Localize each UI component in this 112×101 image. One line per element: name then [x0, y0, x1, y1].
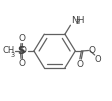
Text: O: O — [95, 55, 101, 64]
Text: 3: 3 — [11, 52, 15, 58]
Text: 2: 2 — [75, 19, 80, 25]
Text: O: O — [20, 46, 27, 55]
Text: O: O — [18, 34, 25, 43]
Text: NH: NH — [71, 16, 84, 25]
Text: O: O — [77, 60, 84, 69]
Text: O: O — [18, 59, 25, 68]
Text: O: O — [89, 46, 96, 55]
Text: S: S — [17, 46, 25, 56]
Text: CH: CH — [2, 46, 15, 55]
